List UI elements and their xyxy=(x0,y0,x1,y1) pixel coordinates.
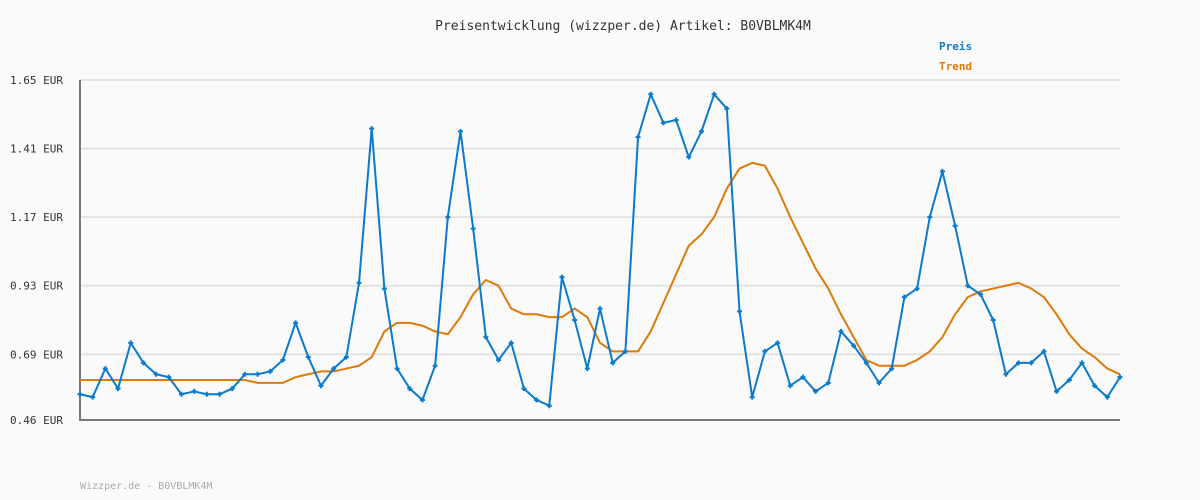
data-point xyxy=(597,306,603,312)
chart-title: Preisentwicklung (wizzper.de) Artikel: B… xyxy=(435,19,811,34)
data-point xyxy=(889,366,895,372)
data-point xyxy=(800,374,806,380)
data-point xyxy=(521,386,527,392)
data-point xyxy=(686,154,692,160)
data-point xyxy=(927,214,933,220)
data-point xyxy=(1079,360,1085,366)
data-point xyxy=(432,363,438,369)
data-point xyxy=(496,357,502,363)
data-point xyxy=(1066,377,1072,383)
data-point xyxy=(914,286,920,292)
data-point xyxy=(508,340,514,346)
data-point xyxy=(1054,388,1060,394)
data-point xyxy=(838,328,844,334)
data-point xyxy=(787,383,793,389)
legend-preis: Preis xyxy=(939,40,973,53)
data-point xyxy=(724,106,730,112)
data-point xyxy=(115,386,121,392)
data-point xyxy=(280,357,286,363)
data-point xyxy=(939,168,945,174)
data-point xyxy=(648,91,654,97)
data-point xyxy=(381,286,387,292)
series-line-trend xyxy=(80,161,1121,384)
data-point xyxy=(445,214,451,220)
data-point xyxy=(572,317,578,323)
data-point xyxy=(178,391,184,397)
data-point xyxy=(1028,360,1034,366)
data-point xyxy=(610,360,616,366)
data-point xyxy=(217,391,223,397)
legend-trend: Trend xyxy=(939,60,973,73)
data-point xyxy=(369,126,375,132)
data-point xyxy=(559,274,565,280)
data-point xyxy=(318,383,324,389)
data-point xyxy=(901,294,907,300)
data-point xyxy=(153,371,159,377)
data-point xyxy=(305,354,311,360)
data-point xyxy=(407,386,413,392)
data-point xyxy=(1092,383,1098,389)
data-point xyxy=(77,391,83,397)
data-point xyxy=(356,280,362,286)
data-point xyxy=(255,371,261,377)
y-tick-label: 1.65 EUR xyxy=(10,74,63,87)
data-point xyxy=(90,394,96,400)
data-point xyxy=(457,128,463,134)
data-point xyxy=(584,366,590,372)
data-point xyxy=(977,291,983,297)
data-point xyxy=(242,371,248,377)
data-point xyxy=(1117,374,1123,380)
data-point xyxy=(470,226,476,232)
y-tick-label: 0.69 EUR xyxy=(10,348,63,361)
data-point xyxy=(128,340,134,346)
data-point xyxy=(191,388,197,394)
data-point xyxy=(546,403,552,409)
data-point xyxy=(102,366,108,372)
data-point xyxy=(635,134,641,140)
data-point xyxy=(394,366,400,372)
data-point xyxy=(166,374,172,380)
data-point xyxy=(762,348,768,354)
data-point xyxy=(1003,371,1009,377)
data-point xyxy=(204,391,210,397)
data-point xyxy=(698,128,704,134)
footer-text: Wizzper.de - B0VBLMK4M xyxy=(80,481,213,492)
data-point xyxy=(622,348,628,354)
series-line-preis xyxy=(79,93,1121,407)
data-point xyxy=(673,117,679,123)
data-point xyxy=(863,360,869,366)
data-point xyxy=(965,283,971,289)
data-point xyxy=(775,340,781,346)
y-tick-label: 1.41 EUR xyxy=(10,143,63,156)
data-point xyxy=(825,380,831,386)
y-tick-label: 0.93 EUR xyxy=(10,280,63,293)
data-point xyxy=(483,334,489,340)
data-point xyxy=(229,386,235,392)
data-point xyxy=(1041,348,1047,354)
data-point xyxy=(737,308,743,314)
data-point xyxy=(534,397,540,403)
data-point xyxy=(952,223,958,229)
data-point xyxy=(1016,360,1022,366)
data-point xyxy=(711,91,717,97)
data-point xyxy=(343,354,349,360)
data-point xyxy=(331,366,337,372)
y-tick-label: 0.46 EUR xyxy=(10,414,63,427)
data-point xyxy=(876,380,882,386)
data-point xyxy=(267,368,273,374)
data-point xyxy=(419,397,425,403)
data-point xyxy=(660,120,666,126)
data-point xyxy=(990,317,996,323)
data-point xyxy=(749,394,755,400)
y-tick-label: 1.17 EUR xyxy=(10,211,63,224)
data-point xyxy=(293,320,299,326)
data-point xyxy=(813,388,819,394)
data-point xyxy=(1104,394,1110,400)
data-point xyxy=(851,343,857,349)
data-point xyxy=(140,360,146,366)
